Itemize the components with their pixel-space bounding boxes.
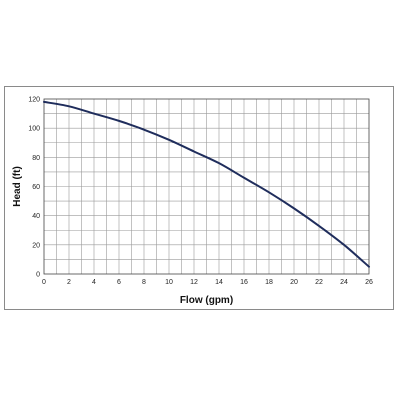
x-tick-label: 14 <box>215 279 223 286</box>
x-tick-label: 2 <box>67 279 71 286</box>
plot-border <box>43 98 370 275</box>
x-tick-label: 26 <box>365 279 373 286</box>
grid-lines <box>44 99 369 274</box>
x-tick-label: 20 <box>290 279 298 286</box>
x-tick-label: 0 <box>42 279 46 286</box>
x-tick-label: 12 <box>190 279 198 286</box>
x-tick-label: 18 <box>265 279 273 286</box>
x-tick-label: 16 <box>240 279 248 286</box>
x-tick-label: 8 <box>142 279 146 286</box>
y-tick-label: 60 <box>32 184 40 191</box>
y-tick-label: 100 <box>28 126 40 133</box>
y-tick-labels: 0 20 40 60 80 100 120 <box>28 97 40 279</box>
x-tick-label: 6 <box>117 279 121 286</box>
x-tick-labels: 0 2 4 6 8 10 12 14 16 18 20 22 24 26 <box>42 279 373 286</box>
x-tick-label: 24 <box>340 279 348 286</box>
x-tick-label: 22 <box>315 279 323 286</box>
series-line-head-curve <box>43 100 370 268</box>
x-axis-label: Flow (gpm) <box>180 295 233 306</box>
y-tick-label: 80 <box>32 155 40 162</box>
y-tick-label: 40 <box>32 213 40 220</box>
x-tick-label: 4 <box>92 279 96 286</box>
series-layer <box>43 100 370 268</box>
x-tick-label: 10 <box>165 279 173 286</box>
y-axis-label: Head (ft) <box>12 166 23 207</box>
y-tick-label: 0 <box>36 272 40 279</box>
y-tick-label: 120 <box>28 97 40 104</box>
y-tick-label: 20 <box>32 242 40 249</box>
